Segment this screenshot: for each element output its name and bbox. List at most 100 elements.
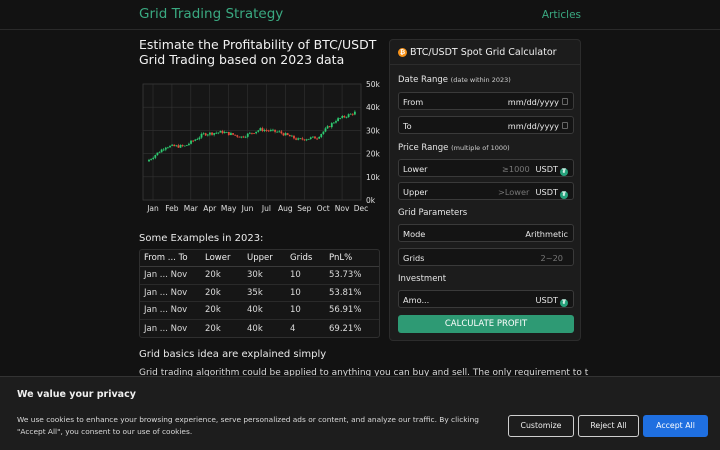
candle-body bbox=[167, 147, 169, 149]
candle-body bbox=[297, 138, 300, 140]
upper-currency: USDT ₮ bbox=[536, 187, 568, 199]
candle-body bbox=[301, 138, 304, 140]
candle-body bbox=[177, 145, 180, 148]
candle-body bbox=[318, 136, 321, 139]
candle-body bbox=[267, 130, 270, 132]
upper-label: Upper bbox=[403, 187, 428, 197]
to-date-field[interactable]: To mm/dd/yyyy bbox=[398, 116, 574, 134]
date-range-text: Date Range bbox=[398, 75, 448, 85]
candle-body bbox=[288, 134, 291, 137]
grids-placeholder: 2~20 bbox=[540, 253, 564, 263]
cell-grids: 10 bbox=[290, 270, 301, 281]
cell-period: Jan ... Nov bbox=[144, 305, 188, 316]
candle-body bbox=[276, 131, 279, 133]
candle-body bbox=[339, 118, 342, 119]
examples-table: From ... To Lower Upper Grids PnL% Jan .… bbox=[139, 249, 380, 339]
candle-body bbox=[164, 147, 167, 150]
candle-body bbox=[257, 130, 260, 132]
x-axis-ticks: Jan Feb Mar Apr May Jun Jul Aug Sep Oct Nov Dec bbox=[146, 204, 368, 213]
candle-body bbox=[253, 133, 255, 135]
x-tick-label: Jun bbox=[241, 204, 254, 213]
x-tick-label: Jan bbox=[146, 204, 159, 213]
col-header-grids: Grids bbox=[290, 253, 313, 263]
candle-body bbox=[311, 136, 314, 138]
candle-body bbox=[238, 136, 241, 138]
calendar-icon[interactable] bbox=[562, 98, 568, 105]
x-tick-label: Sep bbox=[297, 204, 311, 213]
candle-body bbox=[173, 144, 176, 147]
y-tick-label: 40k bbox=[366, 103, 381, 112]
tether-icon: ₮ bbox=[560, 299, 568, 307]
customize-button[interactable]: Customize bbox=[508, 415, 574, 437]
cell-upper: 40k bbox=[247, 323, 263, 334]
candle-body bbox=[213, 133, 216, 135]
candle-body bbox=[282, 133, 285, 136]
to-date-value: mm/dd/yyyy bbox=[507, 121, 559, 131]
chart-plot-area bbox=[142, 83, 362, 201]
table-row: Jan ... Nov 20k 40k 4 69.21% bbox=[140, 320, 379, 338]
candle-body bbox=[160, 149, 163, 153]
calculate-profit-button[interactable]: CALCULATE PROFIT bbox=[398, 315, 574, 333]
accept-all-button[interactable]: Accept All bbox=[643, 415, 708, 437]
top-navbar: Grid Trading Strategy Articles bbox=[0, 0, 720, 30]
candle-body bbox=[232, 133, 234, 135]
cell-lower: 20k bbox=[205, 287, 221, 298]
candle-body bbox=[265, 130, 268, 131]
cell-pnl: 53.81% bbox=[329, 287, 362, 298]
candle-body bbox=[169, 145, 171, 148]
from-date-field[interactable]: From mm/dd/yyyy bbox=[398, 92, 574, 110]
candle-body bbox=[179, 144, 182, 148]
candle-body bbox=[204, 133, 207, 136]
x-tick-label: Aug bbox=[278, 204, 293, 213]
articles-link[interactable]: Articles bbox=[541, 9, 581, 21]
page-title: Estimate the Profitability of BTC/USDT G… bbox=[139, 37, 377, 67]
calendar-icon[interactable] bbox=[562, 122, 568, 129]
reject-all-button[interactable]: Reject All bbox=[578, 415, 639, 437]
candle-body bbox=[234, 134, 237, 136]
col-header-upper: Upper bbox=[247, 253, 273, 263]
candle-body bbox=[171, 144, 174, 146]
candle-body bbox=[337, 118, 339, 122]
candle-body bbox=[328, 126, 331, 128]
candle-body bbox=[192, 140, 195, 142]
candle-body bbox=[248, 132, 251, 134]
x-tick-label: May bbox=[221, 204, 237, 213]
site-brand[interactable]: Grid Trading Strategy bbox=[139, 6, 284, 22]
cell-period: Jan ... Nov bbox=[144, 287, 188, 298]
upper-price-input[interactable]: Upper >Lower USDT ₮ bbox=[398, 182, 574, 200]
candle-body bbox=[314, 136, 316, 139]
candle-body bbox=[175, 145, 178, 147]
btc-price-chart: 0k 10k 20k 30k 40k 50k Jan Feb Mar Apr May Jun Jul A… bbox=[142, 80, 381, 213]
grids-label: Grids bbox=[403, 253, 425, 263]
cell-grids: 10 bbox=[290, 305, 301, 316]
candle-body bbox=[278, 131, 281, 133]
mode-select[interactable]: Mode Arithmetic bbox=[398, 224, 574, 242]
candle-body bbox=[299, 138, 302, 140]
candle-body bbox=[305, 139, 308, 141]
amount-label: Amo... bbox=[403, 295, 430, 305]
currency-label: USDT bbox=[535, 164, 559, 174]
candle-body bbox=[185, 144, 188, 146]
calculator-title: BTC/USDT Spot Grid Calculator bbox=[410, 46, 557, 58]
lower-placeholder: ≥1000 bbox=[502, 164, 530, 174]
y-tick-label: 0k bbox=[366, 196, 376, 205]
table-row: Jan ... Nov 20k 30k 10 53.73% bbox=[140, 267, 379, 285]
lower-price-input[interactable]: Lower ≥1000 USDT ₮ bbox=[398, 159, 574, 177]
lower-label: Lower bbox=[403, 164, 428, 174]
examples-header-row: From ... To Lower Upper Grids PnL% bbox=[140, 250, 379, 267]
from-date-value: mm/dd/yyyy bbox=[507, 97, 559, 107]
cookie-title: We value your privacy bbox=[17, 389, 136, 400]
col-header-lower: Lower bbox=[205, 253, 231, 263]
x-tick-label: Oct bbox=[317, 204, 330, 213]
chart-grid bbox=[143, 83, 362, 201]
candle-body bbox=[190, 140, 192, 144]
candle-body bbox=[217, 132, 220, 134]
candle-body bbox=[259, 128, 262, 131]
cell-pnl: 56.91% bbox=[329, 305, 362, 316]
lower-currency: USDT ₮ bbox=[535, 164, 568, 176]
investment-amount-input[interactable]: Amo... USDT ₮ bbox=[398, 290, 574, 308]
x-tick-label: Jul bbox=[261, 204, 271, 213]
grids-input[interactable]: Grids 2~20 bbox=[398, 248, 574, 266]
cell-upper: 30k bbox=[247, 270, 263, 281]
candle-body bbox=[307, 138, 310, 140]
